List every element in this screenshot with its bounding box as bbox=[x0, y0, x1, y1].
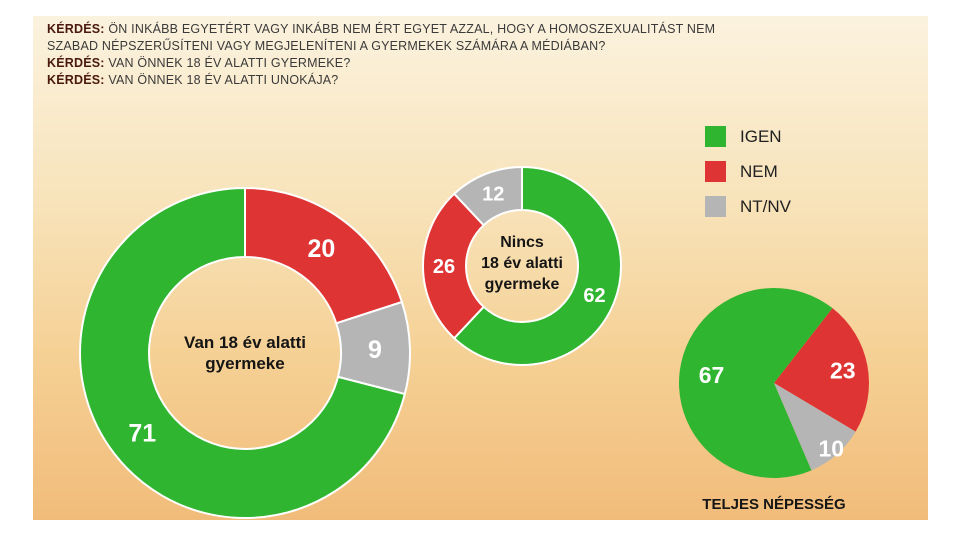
center-label-line: gyermeke bbox=[484, 276, 560, 293]
question-text: VAN ÖNNEK 18 ÉV ALATTI GYERMEKE? bbox=[108, 56, 351, 70]
donut-segment-igen bbox=[453, 166, 622, 366]
segment-value-label: 9 bbox=[368, 336, 382, 364]
pie-segment-nem bbox=[774, 308, 869, 432]
pie-segment-igen bbox=[679, 288, 833, 478]
question-block: KÉRDÉS: ÖN INKÁBB EGYETÉRT VAGY INKÁBB N… bbox=[47, 21, 907, 89]
question-prefix: KÉRDÉS: bbox=[47, 73, 105, 87]
question-text: VAN ÖNNEK 18 ÉV ALATTI UNOKÁJA? bbox=[108, 73, 339, 87]
segment-value-label: 23 bbox=[830, 357, 856, 383]
center-label-line: gyermeke bbox=[205, 354, 285, 373]
question-line: KÉRDÉS: VAN ÖNNEK 18 ÉV ALATTI UNOKÁJA? bbox=[47, 72, 907, 89]
question-prefix: KÉRDÉS: bbox=[47, 56, 105, 70]
question-line: KÉRDÉS: ÖN INKÁBB EGYETÉRT VAGY INKÁBB N… bbox=[47, 21, 907, 38]
segment-value-label: 20 bbox=[308, 235, 336, 263]
ntnv-color-swatch bbox=[705, 196, 726, 217]
donut-segment-nt-nv bbox=[453, 166, 523, 227]
donut-chart-no-children: 62 26 12 bbox=[422, 166, 622, 366]
question-line: KÉRDÉS: VAN ÖNNEK 18 ÉV ALATTI GYERMEKE? bbox=[47, 55, 907, 72]
segment-value-label: 62 bbox=[583, 285, 605, 307]
donut-segment-nem bbox=[244, 187, 403, 325]
legend-label: IGEN bbox=[740, 126, 782, 146]
igen-color-swatch bbox=[705, 126, 726, 147]
donut-chart-children: 20 9 71 bbox=[79, 187, 411, 519]
segment-value-label: 26 bbox=[433, 256, 455, 278]
question-text: ÖN INKÁBB EGYETÉRT VAGY INKÁBB NEM ÉRT E… bbox=[108, 22, 716, 36]
segment-value-label: 10 bbox=[819, 436, 845, 462]
donut-segment-igen bbox=[79, 187, 406, 519]
donut-segment-nem bbox=[422, 192, 485, 340]
pie-segment-nt-nv bbox=[774, 383, 856, 471]
legend-label: NEM bbox=[740, 161, 778, 181]
legend-item-ntnv: NT/NV bbox=[705, 196, 791, 217]
question-text: SZABAD NÉPSZERŰSÍTENI VAGY MEGJELENÍTENI… bbox=[47, 39, 606, 53]
center-label-line: Nincs bbox=[500, 234, 544, 251]
question-line: SZABAD NÉPSZERŰSÍTENI VAGY MEGJELENÍTENI… bbox=[47, 38, 907, 55]
legend-item-nem: NEM bbox=[705, 161, 791, 182]
legend-label: NT/NV bbox=[740, 196, 791, 216]
segment-value-label: 12 bbox=[482, 184, 504, 206]
donut-center-label-children: Van 18 év alatti gyermeke bbox=[125, 332, 365, 374]
legend-item-igen: IGEN bbox=[705, 126, 791, 147]
center-label-line: 18 év alatti bbox=[481, 255, 563, 272]
pie-chart-total-population: 23 10 67 bbox=[679, 288, 869, 478]
legend: IGEN NEM NT/NV bbox=[705, 126, 791, 231]
nem-color-swatch bbox=[705, 161, 726, 182]
segment-value-label: 67 bbox=[699, 362, 725, 388]
donut-center-label-no-children: Nincs 18 év alatti gyermeke bbox=[442, 232, 602, 295]
question-prefix: KÉRDÉS: bbox=[47, 22, 105, 36]
center-label-line: Van 18 év alatti bbox=[184, 333, 306, 352]
pie-chart-title: TELJES NÉPESSÉG bbox=[702, 496, 846, 513]
segment-value-label: 71 bbox=[128, 420, 156, 448]
